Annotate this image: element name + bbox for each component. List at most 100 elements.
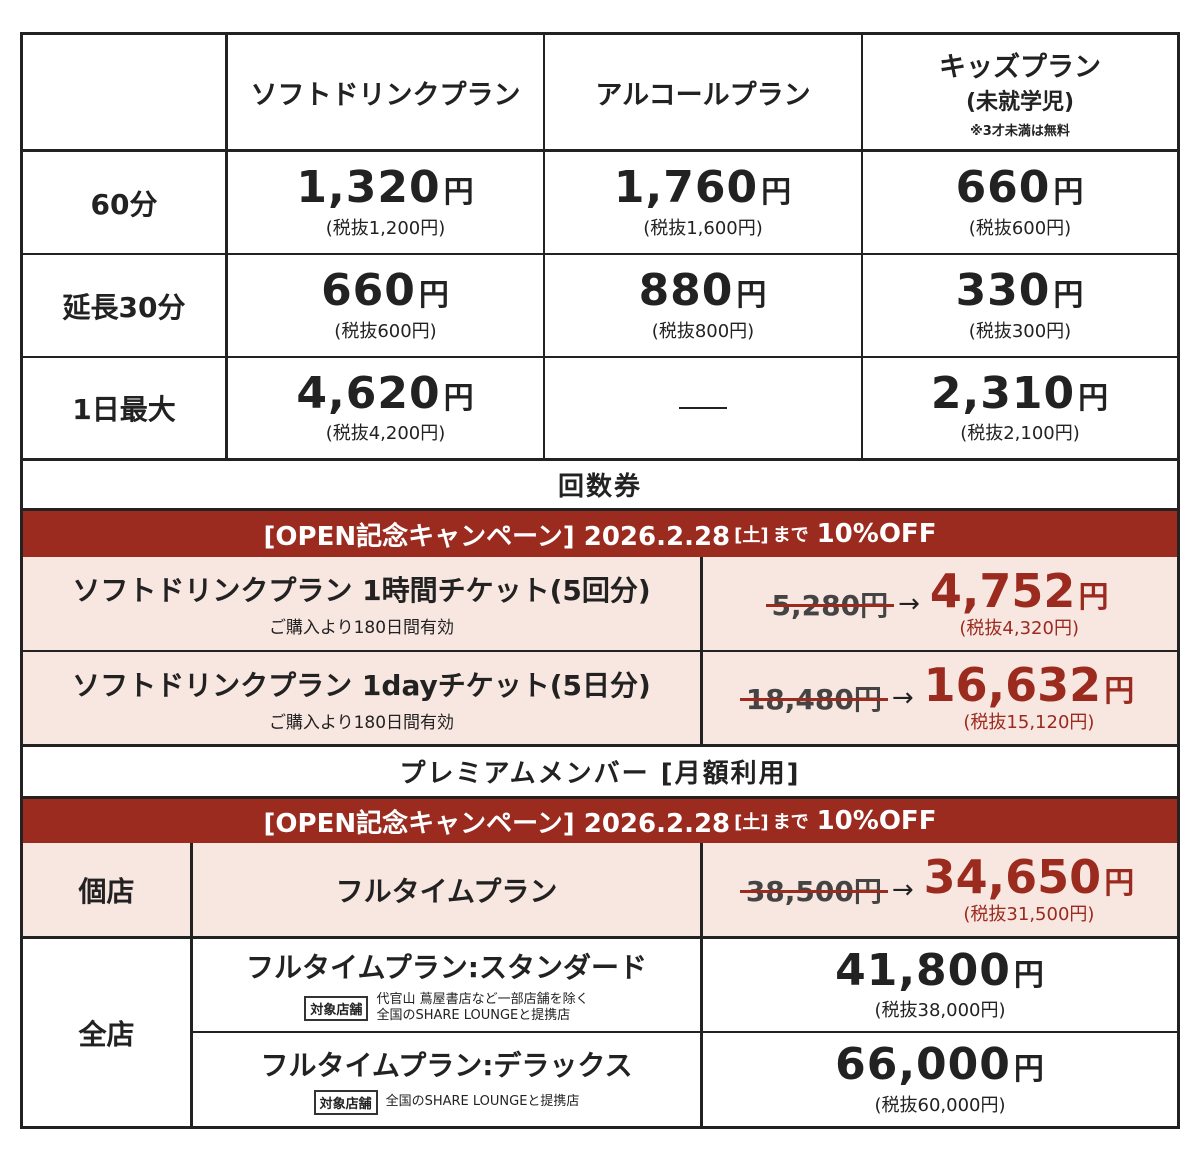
- price-cell: 660 円 (税抜600円): [228, 255, 545, 358]
- price-cell-not-available: [545, 358, 863, 461]
- header-alcohol: アルコールプラン: [545, 35, 863, 152]
- row-label-text: 延長30分: [62, 290, 186, 324]
- row-label-60min: 60分: [23, 152, 228, 255]
- plan-standard-cell: フルタイムプラン:スタンダード 対象店舗 代官山 蔦屋書店など一部店舗を除く 全…: [193, 939, 703, 1033]
- header-kids-note: ※3才未満は無料: [970, 124, 1070, 139]
- row-label-text: 60分: [90, 187, 158, 221]
- price: 66,000 円: [835, 1039, 1045, 1091]
- header-soft-drink: ソフトドリンクプラン: [228, 35, 545, 152]
- strikethrough-line: [765, 603, 895, 607]
- tax-excluded: (税抜2,100円): [960, 423, 1080, 445]
- row-label-daily-max: 1日最大: [23, 358, 228, 461]
- premium-campaign-banner: [OPEN記念キャンペーン] 2026.2.28 [土] まで 10%OFF: [23, 799, 1177, 843]
- tax-excluded: (税抜600円): [968, 217, 1072, 239]
- target-stores: 対象店舗 代官山 蔦屋書店など一部店舗を除く 全国のSHARE LOUNGEと提…: [304, 992, 589, 1025]
- price: 660 円: [955, 162, 1085, 214]
- ticket-price-cell: 5,280円 → 4,752 円 (税抜4,320円): [703, 557, 1177, 652]
- header-kids-label: キッズプラン: [939, 52, 1101, 83]
- price: 41,800 円: [835, 944, 1045, 996]
- ticket-price-cell: 18,480円 → 16,632 円 (税抜15,120円): [703, 652, 1177, 747]
- price: 2,310 円: [930, 367, 1110, 419]
- price-cell: 4,620 円 (税抜4,200円): [228, 358, 545, 461]
- single-store-price-cell: 38,500円 → 34,650 円 (税抜31,500円): [703, 843, 1177, 939]
- tax-excluded: (税抜38,000円): [874, 1000, 1006, 1022]
- header-empty-cell: [23, 35, 228, 152]
- campaign-weekday: [土]: [734, 812, 769, 833]
- coupon-section-title: 回数券: [23, 461, 1177, 511]
- tax-excluded: (税抜800円): [651, 320, 755, 342]
- target-stores-note: 全国のSHARE LOUNGEと提携店: [385, 1094, 580, 1110]
- price: 660 円: [321, 265, 450, 317]
- header-soft-drink-label: ソフトドリンクプラン: [250, 79, 521, 111]
- note-line: 全国のSHARE LOUNGEと提携店: [376, 1008, 571, 1023]
- single-store-plan: フルタイムプラン: [193, 843, 703, 939]
- new-price-block: 16,632 円 (税抜15,120円): [924, 662, 1135, 734]
- campaign-discount: 10%OFF: [816, 806, 937, 836]
- row-label-text: 1日最大: [72, 393, 176, 426]
- price: 1,320 円: [296, 162, 475, 214]
- new-price: 34,650 円: [923, 849, 1135, 904]
- plan-standard-price: 41,800 円 (税抜38,000円): [703, 939, 1177, 1033]
- dash-mark: [679, 407, 727, 409]
- target-stores-tag: 対象店舗: [304, 995, 369, 1021]
- price: 1,760 円: [613, 162, 793, 214]
- new-price-tax: (税抜31,500円): [963, 903, 1095, 925]
- arrow-icon: →: [898, 588, 920, 619]
- row-label-extension: 延長30分: [23, 255, 228, 358]
- tax-excluded: (税抜1,200円): [325, 217, 446, 239]
- arrow-icon: →: [891, 874, 914, 905]
- all-stores-label: 全店: [23, 939, 193, 1126]
- ticket-name: ソフトドリンクプラン 1dayチケット(5日分): [72, 668, 651, 702]
- coupon-title-text: 回数券: [557, 472, 642, 502]
- target-stores: 対象店舗 全国のSHARE LOUNGEと提携店: [313, 1090, 580, 1115]
- old-price: 38,500円: [739, 870, 888, 910]
- new-price: 4,752 円: [929, 563, 1109, 618]
- price-cell: 330 円 (税抜300円): [863, 255, 1177, 358]
- price: 880 円: [638, 265, 768, 317]
- price-table: ソフトドリンクプラン アルコールプラン キッズプラン (未就学児) ※3才未満は…: [20, 32, 1180, 1129]
- store-label-text: 個店: [78, 874, 135, 908]
- coupon-campaign-banner: [OPEN記念キャンペーン] 2026.2.28 [土] まで 10%OFF: [23, 511, 1177, 557]
- tax-excluded: (税抜1,600円): [643, 217, 763, 239]
- note-line: 代官山 蔦屋書店など一部店舗を除く: [376, 991, 589, 1007]
- ticket-name: ソフトドリンクプラン 1時間チケット(5回分): [72, 574, 651, 607]
- old-price: 5,280円: [765, 584, 895, 624]
- new-price-block: 4,752 円 (税抜4,320円): [930, 568, 1109, 640]
- tax-excluded: (税抜60,000円): [874, 1094, 1006, 1116]
- price-cell: 880 円 (税抜800円): [545, 255, 863, 358]
- tax-excluded: (税抜4,200円): [325, 423, 446, 445]
- plan-deluxe-price: 66,000 円 (税抜60,000円): [703, 1033, 1177, 1126]
- tax-excluded: (税抜600円): [334, 320, 437, 342]
- old-price: 18,480円: [739, 678, 888, 718]
- ticket-validity: ご購入より180日間有効: [268, 618, 455, 638]
- ticket-name-cell: ソフトドリンクプラン 1時間チケット(5回分) ご購入より180日間有効: [23, 557, 703, 652]
- new-price-tax: (税抜4,320円): [959, 617, 1079, 639]
- tax-excluded: (税抜300円): [968, 320, 1072, 342]
- price-cell: 2,310 円 (税抜2,100円): [863, 358, 1177, 461]
- ticket-name-cell: ソフトドリンクプラン 1dayチケット(5日分) ご購入より180日間有効: [23, 652, 703, 747]
- target-stores-tag: 対象店舗: [313, 1090, 378, 1115]
- plan-name: フルタイムプラン:スタンダード: [246, 950, 647, 984]
- target-stores-note: 代官山 蔦屋書店など一部店舗を除く 全国のSHARE LOUNGEと提携店: [376, 992, 588, 1025]
- campaign-text: [OPEN記念キャンペーン] 2026.2.28: [263, 521, 731, 552]
- single-store-label: 個店: [23, 843, 193, 939]
- store-label-text: 全店: [78, 1017, 135, 1051]
- header-alcohol-label: アルコールプラン: [595, 79, 811, 111]
- campaign-until: まで: [772, 525, 809, 546]
- plan-name: フルタイムプラン:デラックス: [260, 1049, 633, 1082]
- new-price: 16,632 円: [923, 658, 1135, 712]
- price: 4,620 円: [296, 367, 475, 419]
- price: 330 円: [955, 265, 1085, 317]
- campaign-weekday: [土]: [734, 525, 769, 546]
- campaign-discount: 10%OFF: [816, 519, 937, 549]
- header-kids: キッズプラン (未就学児) ※3才未満は無料: [863, 35, 1177, 152]
- plan-name: フルタイムプラン: [335, 874, 558, 908]
- price-cell: 1,320 円 (税抜1,200円): [228, 152, 545, 255]
- price-cell: 1,760 円 (税抜1,600円): [545, 152, 863, 255]
- new-price-tax: (税抜15,120円): [963, 712, 1095, 733]
- plan-deluxe-cell: フルタイムプラン:デラックス 対象店舗 全国のSHARE LOUNGEと提携店: [193, 1033, 703, 1126]
- arrow-icon: →: [891, 683, 914, 713]
- campaign-text: [OPEN記念キャンペーン] 2026.2.28: [263, 808, 731, 839]
- strikethrough-line: [739, 698, 888, 701]
- campaign-until: まで: [772, 812, 809, 833]
